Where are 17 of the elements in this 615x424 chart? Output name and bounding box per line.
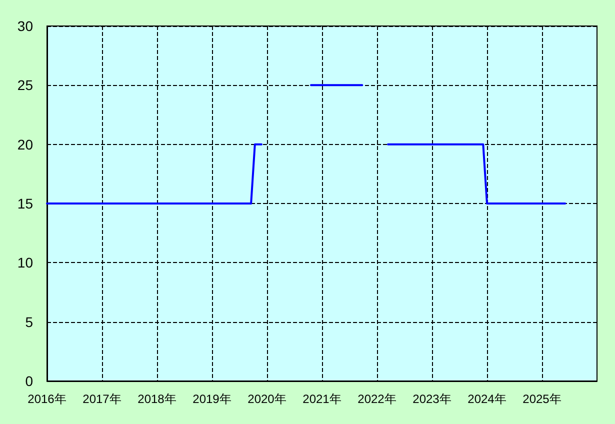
y-tick-label: 20	[17, 136, 34, 152]
x-tick-label: 2025年	[522, 392, 562, 406]
x-tick-label: 2016年	[28, 392, 66, 406]
x-tick-label: 2021年	[302, 392, 342, 406]
x-tick-label: 2023年	[412, 392, 452, 406]
x-tick-label: 2018年	[138, 392, 176, 406]
y-tick-label: 25	[17, 77, 34, 94]
y-tick-label: 5	[25, 314, 34, 330]
x-tick-label: 2022年	[358, 392, 396, 406]
x-tick-label: 2019年	[192, 392, 232, 406]
x-tick-label: 2017年	[82, 392, 122, 406]
y-tick-label: 15	[17, 196, 34, 212]
y-tick-label: 30	[17, 18, 34, 34]
x-tick-label: 2024年	[468, 392, 506, 406]
y-tick-label: 0	[25, 373, 34, 389]
x-tick-label: 2020年	[248, 392, 286, 406]
y-tick-label: 10	[17, 254, 34, 271]
